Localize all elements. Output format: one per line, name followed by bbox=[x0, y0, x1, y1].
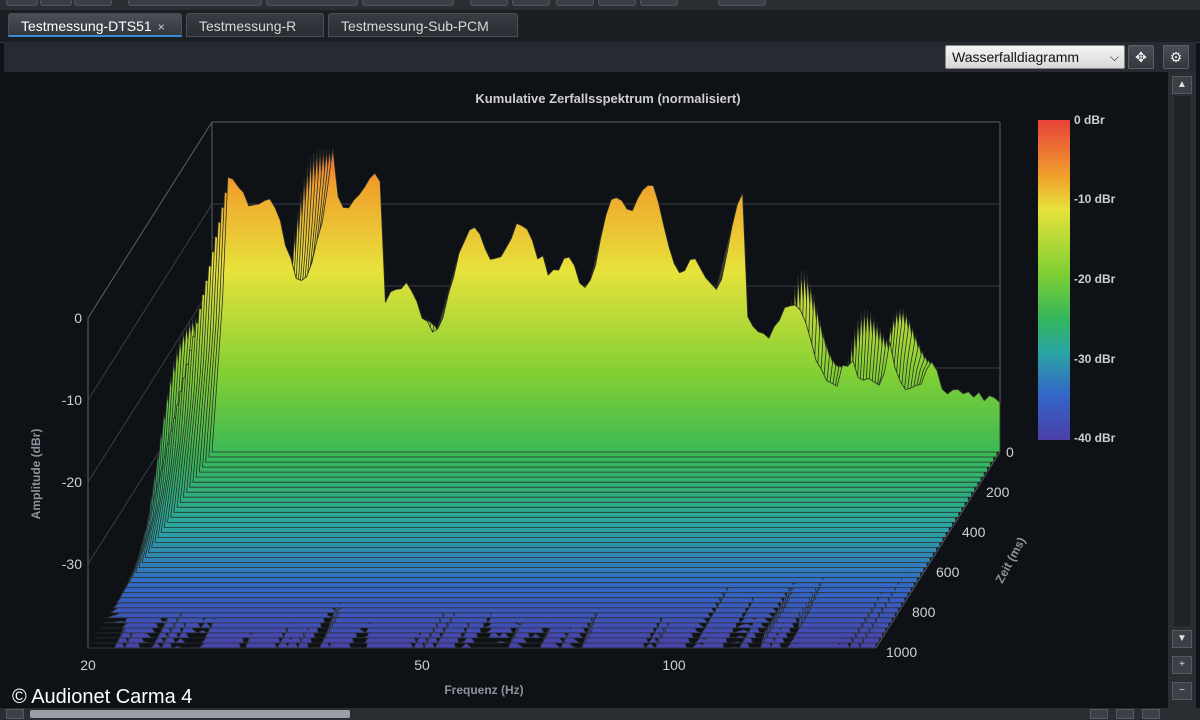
scroll-right-button[interactable] bbox=[1090, 709, 1108, 719]
toolbar-button-stub[interactable] bbox=[512, 0, 550, 6]
y-axis-label: Amplitude (dBr) bbox=[29, 429, 43, 520]
z-tick-label: 600 bbox=[936, 564, 960, 580]
scroll-track[interactable] bbox=[1174, 96, 1190, 626]
z-tick-label: 1000 bbox=[886, 644, 917, 660]
decay-slice bbox=[211, 148, 1001, 453]
y-tick-label: -10 bbox=[62, 392, 82, 408]
z-tick-label: 0 bbox=[1006, 444, 1014, 460]
gear-icon: ⚙ bbox=[1169, 49, 1183, 65]
chart-title: Kumulative Zerfallsspektrum (normalisier… bbox=[475, 91, 740, 106]
y-tick-label: 0 bbox=[74, 310, 82, 326]
zoom-out-button[interactable]: − bbox=[1172, 682, 1192, 700]
scroll-thumb[interactable] bbox=[30, 710, 350, 718]
close-icon[interactable]: × bbox=[157, 20, 165, 34]
toolbar-button-stub[interactable] bbox=[362, 0, 454, 6]
toolbar-button-stub[interactable] bbox=[128, 0, 262, 6]
horizontal-scrollbar[interactable] bbox=[0, 708, 1200, 720]
toolbar-button-stub[interactable] bbox=[6, 0, 38, 6]
y-tick-label: -20 bbox=[62, 474, 82, 490]
chart-toolbar: Wasserfalldiagramm ⌵ ✥ ⚙ bbox=[4, 42, 1196, 72]
view-type-select[interactable]: Wasserfalldiagramm ⌵ bbox=[945, 45, 1125, 69]
frequency-tick-labels: 20 50 100 bbox=[80, 657, 686, 673]
colorbar-legend: 0 dBr -10 dBr -20 dBr -30 dBr -40 dBr bbox=[1038, 113, 1116, 445]
amplitude-tick-labels: 0 -10 -20 -30 bbox=[62, 310, 82, 572]
colorbar-label: -40 dBr bbox=[1074, 431, 1116, 445]
colorbar-label: -10 dBr bbox=[1074, 192, 1116, 206]
time-tick-labels: 0 200 400 600 800 1000 bbox=[886, 444, 1014, 660]
colorbar-label: 0 dBr bbox=[1074, 113, 1105, 127]
toolbar-button-stub[interactable] bbox=[266, 0, 358, 6]
tab-testmessung-r[interactable]: Testmessung-R bbox=[186, 13, 324, 37]
move-button[interactable]: ✥ bbox=[1128, 45, 1154, 69]
tab-label: Testmessung-DTS51 bbox=[21, 18, 152, 34]
tab-testmessung-dts51[interactable]: Testmessung-DTS51 × bbox=[8, 13, 182, 37]
scroll-button[interactable] bbox=[1116, 709, 1134, 719]
tab-testmessung-sub-pcm[interactable]: Testmessung-Sub-PCM bbox=[328, 13, 518, 37]
z-tick-label: 400 bbox=[962, 524, 986, 540]
tab-label: Testmessung-Sub-PCM bbox=[341, 18, 489, 34]
colorbar-scale bbox=[1038, 120, 1070, 440]
top-toolbar bbox=[0, 0, 1200, 10]
tab-label: Testmessung-R bbox=[199, 18, 297, 34]
z-tick-label: 800 bbox=[912, 604, 936, 620]
toolbar-button-stub[interactable] bbox=[718, 0, 766, 6]
scroll-left-button[interactable] bbox=[6, 709, 24, 719]
waterfall-chart: Kumulative Zerfallsspektrum (normalisier… bbox=[29, 91, 1116, 697]
colorbar-label: -20 dBr bbox=[1074, 272, 1116, 286]
toolbar-button-stub[interactable] bbox=[40, 0, 72, 6]
toolbar-button-stub[interactable] bbox=[470, 0, 508, 6]
toolbar-button-stub[interactable] bbox=[556, 0, 594, 6]
x-tick-label: 50 bbox=[414, 657, 430, 673]
x-axis-label: Frequenz (Hz) bbox=[444, 683, 523, 697]
scroll-up-button[interactable]: ▲ bbox=[1172, 76, 1192, 94]
toolbar-button-stub[interactable] bbox=[598, 0, 636, 6]
chart-area: Kumulative Zerfallsspektrum (normalisier… bbox=[4, 72, 1168, 708]
copyright-text: © Audionet Carma 4 bbox=[12, 686, 193, 708]
toolbar-button-stub[interactable] bbox=[640, 0, 678, 6]
view-type-value: Wasserfalldiagramm bbox=[952, 49, 1080, 65]
colorbar-label: -30 dBr bbox=[1074, 352, 1116, 366]
z-axis-label: Zeit (ms) bbox=[993, 535, 1029, 586]
move-icon: ✥ bbox=[1135, 49, 1147, 65]
toolbar-button-stub[interactable] bbox=[74, 0, 112, 6]
zoom-in-button[interactable]: + bbox=[1172, 656, 1192, 674]
chevron-down-icon: ⌵ bbox=[1109, 50, 1119, 64]
copyright-watermark: © Audionet Carma 4 bbox=[12, 686, 192, 709]
document-tab-bar: Testmessung-DTS51 × Testmessung-R Testmes… bbox=[0, 10, 1200, 43]
settings-button[interactable]: ⚙ bbox=[1163, 45, 1189, 69]
scroll-button[interactable] bbox=[1142, 709, 1160, 719]
y-tick-label: -30 bbox=[62, 556, 82, 572]
scroll-down-button[interactable]: ▼ bbox=[1172, 630, 1192, 648]
waterfall-surface bbox=[87, 148, 1001, 649]
vertical-scrollbar[interactable]: ▲ ▼ + − bbox=[1168, 72, 1196, 708]
x-tick-label: 100 bbox=[662, 657, 686, 673]
x-tick-label: 20 bbox=[80, 657, 96, 673]
z-tick-label: 200 bbox=[986, 484, 1010, 500]
